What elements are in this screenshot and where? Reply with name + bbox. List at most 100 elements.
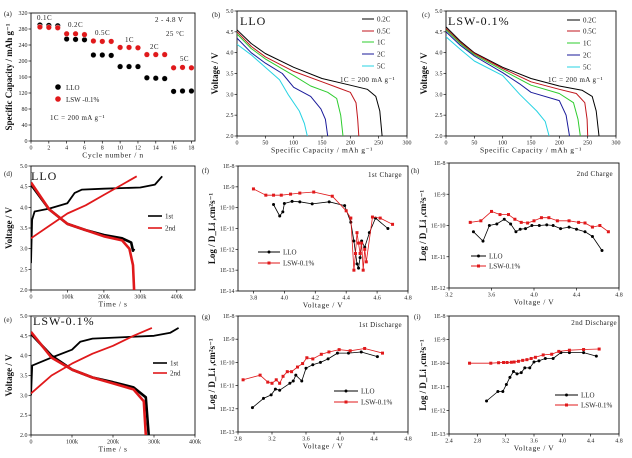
data-point <box>250 406 254 410</box>
y-tick-label: 2.5 <box>20 267 28 273</box>
data-point <box>272 203 276 207</box>
x-tick-label: 4.2 <box>312 296 320 302</box>
x-tick-label: 4.8 <box>615 439 623 445</box>
x-tick-label: 4.0 <box>281 296 289 302</box>
data-point <box>289 192 293 196</box>
y-tick-label: 4.0 <box>20 205 28 211</box>
data-point <box>337 348 341 352</box>
data-point <box>545 223 549 227</box>
data-point <box>72 30 79 37</box>
data-point <box>532 219 536 223</box>
data-point <box>90 52 97 59</box>
x-tick-label: 4.0 <box>559 439 567 445</box>
series-line <box>473 218 603 251</box>
legend-item: 2C <box>362 51 386 59</box>
plot-area <box>251 187 395 272</box>
data-point <box>519 220 523 224</box>
data-point <box>497 361 501 365</box>
series-5c <box>237 43 308 136</box>
series-line <box>446 36 550 136</box>
data-point <box>361 268 365 272</box>
data-point <box>533 355 537 359</box>
data-point <box>481 239 485 243</box>
data-point <box>598 224 602 227</box>
data-point <box>495 222 499 226</box>
y-tick-label: 1E-9 <box>434 338 446 344</box>
x-axis-label: Voltage / V <box>303 442 344 451</box>
data-point <box>310 202 314 206</box>
y-tick-label: 280 <box>19 27 28 33</box>
data-point <box>330 194 334 198</box>
data-point <box>117 63 124 70</box>
series-lsw-0-1- <box>468 209 610 234</box>
panel-label: (h) <box>411 167 420 175</box>
y-tick-label: 1E-11 <box>431 255 445 261</box>
x-tick-label: 100k <box>61 295 73 301</box>
legend-label: 0.2C <box>377 16 391 24</box>
data-point <box>269 393 273 397</box>
data-point <box>161 51 168 58</box>
legend-marker <box>477 254 480 258</box>
data-point <box>555 219 559 223</box>
series-0-5c <box>237 31 360 136</box>
legend-label: LLO <box>283 249 297 257</box>
legend-label: 2nd <box>165 225 176 233</box>
data-point <box>515 372 519 376</box>
x-tick-label: 14 <box>153 146 159 152</box>
panel-d: 0 100k 200k 300k 400k 2.0 2.5 3.0 3.5 4.0 4.5 5.0 Ti… <box>4 164 196 309</box>
data-point <box>567 219 571 223</box>
y-tick-label: 2.5 <box>435 113 443 119</box>
x-tick-label: 4.0 <box>336 437 344 443</box>
panel-title: 2nd Charge <box>577 170 613 178</box>
data-point <box>600 249 604 252</box>
data-point <box>509 360 513 364</box>
series-1c <box>446 29 581 136</box>
data-point <box>327 350 331 354</box>
data-point <box>471 230 475 234</box>
data-point <box>117 44 124 51</box>
x-tick-label: 250 <box>374 141 383 147</box>
data-point <box>282 202 286 205</box>
y-tick-label: 2.0 <box>20 288 28 294</box>
legend-label: 5C <box>583 64 592 72</box>
data-point <box>557 349 561 353</box>
data-point <box>359 350 363 354</box>
legend-label: LSW-0.1% <box>361 399 392 407</box>
data-point <box>551 224 555 227</box>
x-tick-label: 50 <box>471 141 477 147</box>
data-point <box>502 217 506 221</box>
legend-label: 1st <box>165 213 173 221</box>
panel-title: LLO <box>240 14 266 28</box>
y-tick-label: 1E-12 <box>431 408 446 414</box>
data-point <box>258 373 262 377</box>
y-tick-label: 200 <box>19 59 28 65</box>
x-tick-label: 18 <box>188 146 194 152</box>
series-llo <box>250 350 379 410</box>
data-point <box>326 357 330 361</box>
data-point <box>288 381 292 385</box>
data-point <box>347 351 350 355</box>
y-tick-label: 5.0 <box>20 164 28 170</box>
y-tick-label: 1E-10 <box>431 361 446 367</box>
data-point <box>567 225 571 229</box>
annotation: 1C = 200 mA g⁻¹ <box>548 76 603 84</box>
data-point <box>381 351 384 355</box>
y-tick-label: 4.5 <box>435 30 443 36</box>
x-tick-label: 50 <box>262 141 268 147</box>
legend-marker <box>267 261 271 265</box>
data-point <box>525 358 529 362</box>
series-llo <box>471 217 604 252</box>
data-point <box>264 193 268 197</box>
data-point <box>363 247 367 251</box>
x-tick-label: 150 <box>527 141 536 147</box>
charge-curve <box>31 175 163 264</box>
y-tick-label: 1E-9 <box>434 192 446 198</box>
data-point <box>364 260 368 264</box>
series-2nd <box>31 175 138 290</box>
y-tick-label: 1E-12 <box>220 407 235 413</box>
legend-label: LLO <box>581 392 595 400</box>
data-point <box>270 381 274 385</box>
charge-curve <box>31 327 180 396</box>
series-lsw-0-1- <box>468 347 601 365</box>
data-point <box>352 239 356 243</box>
